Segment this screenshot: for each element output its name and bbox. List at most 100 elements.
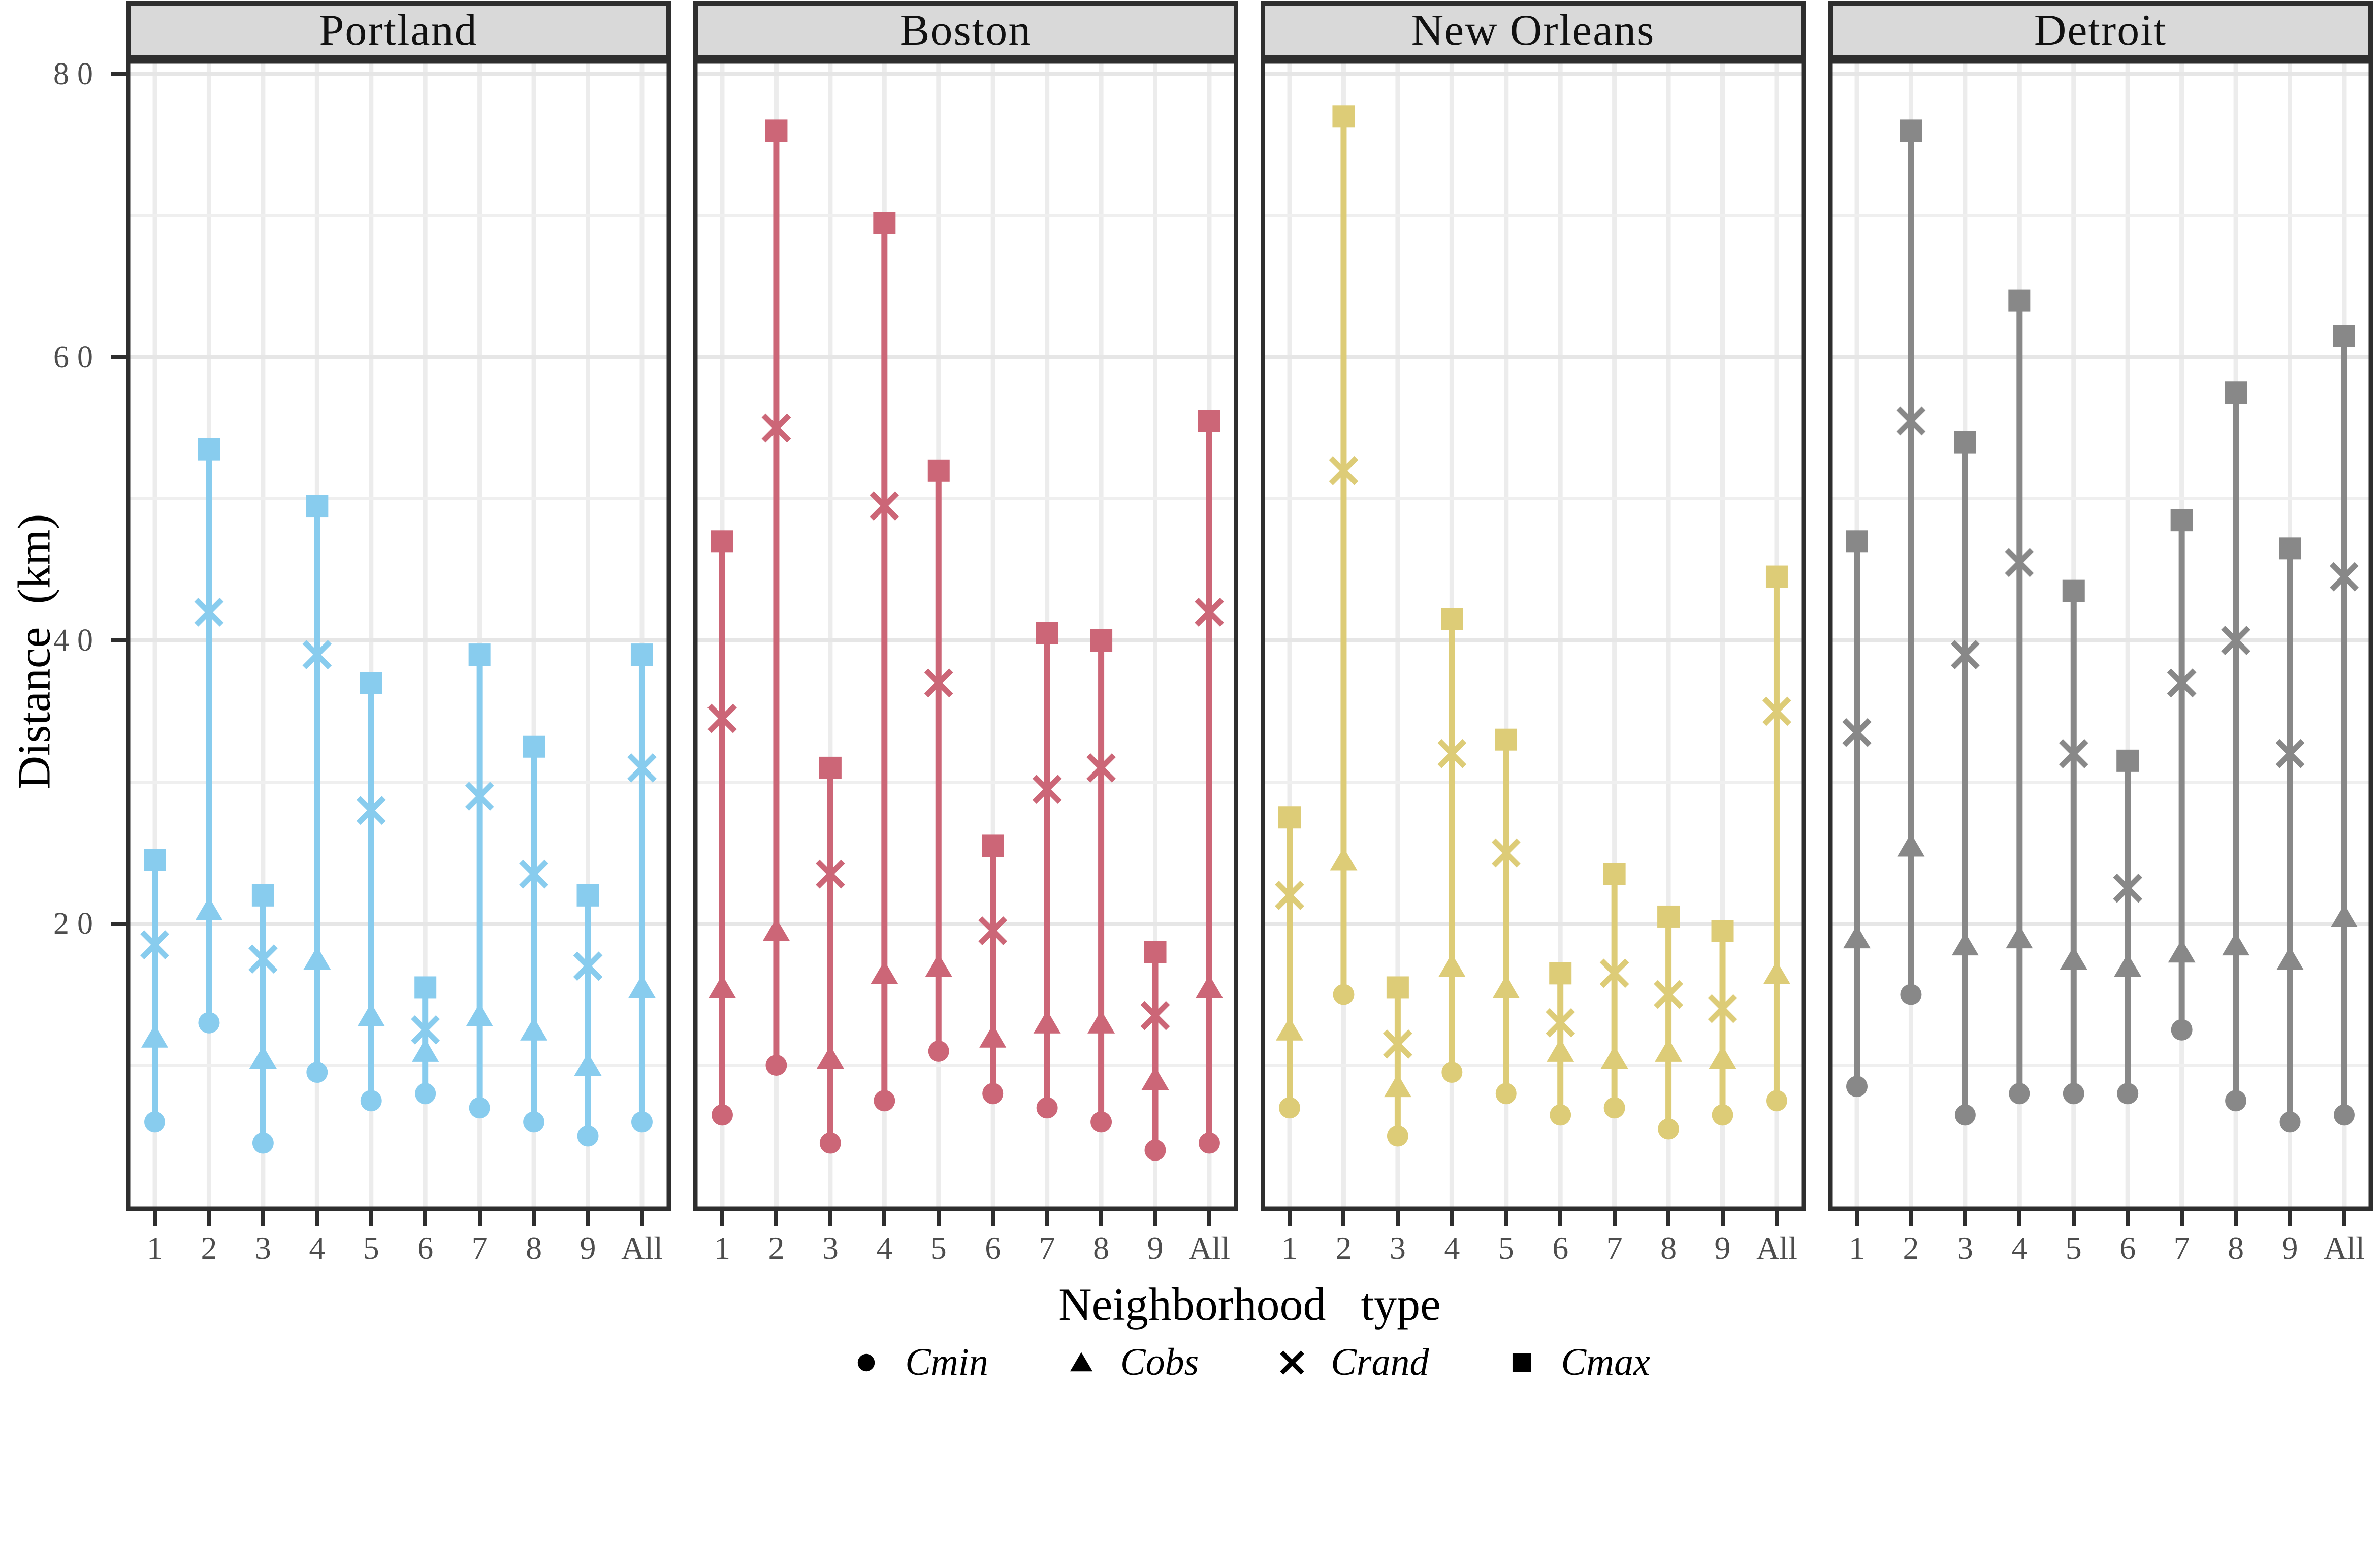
marker-triangle xyxy=(762,918,790,942)
panel-background xyxy=(693,59,1238,1211)
facet-strip-portland: Portland xyxy=(126,1,671,59)
x-tick-label: 5 xyxy=(1498,1230,1514,1266)
marker-circle xyxy=(1387,1125,1408,1147)
marker-square xyxy=(2333,325,2355,347)
marker-cross xyxy=(707,703,737,733)
marker-square xyxy=(1603,863,1626,885)
x-axis-tick xyxy=(639,1211,644,1226)
marker-cross xyxy=(194,597,224,627)
marker-square xyxy=(306,495,329,518)
marker-square xyxy=(1036,622,1058,644)
x-axis-tick xyxy=(586,1211,590,1226)
legend-circle-icon xyxy=(857,1353,875,1371)
marker-cross xyxy=(519,859,548,889)
marker-square xyxy=(1513,1353,1531,1372)
marker-square xyxy=(144,849,166,871)
legend-triangle-icon xyxy=(1070,1352,1093,1371)
x-tick-label: 4 xyxy=(876,1230,893,1266)
legend-item-cobs: Cobs xyxy=(1064,1340,1199,1384)
marker-square xyxy=(1954,431,1976,454)
marker-cross xyxy=(2005,548,2034,577)
marker-circle xyxy=(1658,1118,1680,1140)
marker-cross xyxy=(465,782,494,811)
x-axis-tick xyxy=(261,1211,265,1226)
x-tick-label: 2 xyxy=(1903,1230,1919,1266)
marker-triangle xyxy=(1438,953,1466,977)
marker-circle xyxy=(1766,1090,1787,1112)
panel-background xyxy=(1828,59,2373,1211)
x-tick-label: All xyxy=(1756,1230,1797,1266)
marker-triangle xyxy=(357,1003,385,1026)
marker-cross xyxy=(2221,626,2250,655)
marker-square xyxy=(927,459,950,482)
x-axis-tick xyxy=(532,1211,536,1226)
marker-triangle xyxy=(412,1038,439,1062)
marker-circle xyxy=(874,1090,895,1112)
x-axis-tick xyxy=(1558,1211,1563,1226)
marker-triangle xyxy=(1070,1352,1093,1371)
legend-cross-icon xyxy=(1280,1350,1304,1375)
marker-cross xyxy=(1762,696,1791,726)
marker-cross xyxy=(411,1015,440,1045)
x-axis-tick xyxy=(315,1211,319,1226)
marker-circle xyxy=(1603,1097,1625,1119)
marker-triangle xyxy=(249,1045,277,1069)
marker-cross xyxy=(1195,597,1224,627)
marker-circle xyxy=(1900,984,1922,1005)
marker-circle xyxy=(469,1097,490,1119)
y-axis-tick xyxy=(111,72,126,76)
marker-triangle xyxy=(2060,946,2087,970)
marker-circle xyxy=(819,1132,841,1154)
marker-circle xyxy=(2333,1104,2355,1126)
marker-circle xyxy=(306,1062,328,1083)
marker-circle xyxy=(523,1111,545,1133)
marker-triangle xyxy=(520,1017,548,1041)
x-axis-tick xyxy=(828,1211,832,1226)
x-axis-tick xyxy=(1504,1211,1508,1226)
legend-label: Cmax xyxy=(1561,1341,1650,1383)
marker-triangle xyxy=(628,975,656,998)
marker-triangle xyxy=(1763,960,1790,984)
marker-square xyxy=(2225,381,2247,404)
x-tick-label: 1 xyxy=(147,1230,163,1266)
marker-square xyxy=(251,884,274,907)
marker-cross xyxy=(978,916,1008,945)
marker-cross xyxy=(924,668,953,698)
marker-circle xyxy=(2279,1111,2301,1133)
marker-circle xyxy=(1036,1097,1058,1119)
legend-item-cmax: Cmax xyxy=(1504,1340,1650,1384)
x-axis-tick xyxy=(720,1211,724,1226)
marker-circle xyxy=(1846,1076,1868,1098)
marker-square xyxy=(982,834,1004,857)
x-tick-label: 2 xyxy=(1335,1230,1352,1266)
marker-cross xyxy=(1708,994,1738,1023)
x-axis-tick xyxy=(423,1211,428,1226)
x-tick-label: 8 xyxy=(2228,1230,2244,1266)
x-tick-label: 2 xyxy=(201,1230,217,1266)
marker-square xyxy=(1657,905,1680,928)
y-axis-tick xyxy=(111,355,126,359)
marker-square xyxy=(1846,530,1868,553)
marker-square xyxy=(1711,920,1734,942)
marker-circle xyxy=(1333,984,1355,1005)
marker-circle xyxy=(415,1083,436,1105)
x-tick-label: 3 xyxy=(822,1230,839,1266)
marker-triangle xyxy=(1141,1067,1169,1090)
x-tick-label: 1 xyxy=(714,1230,730,1266)
marker-square xyxy=(523,735,545,758)
marker-square xyxy=(711,530,733,553)
x-tick-label: All xyxy=(1189,1230,1230,1266)
marker-cross xyxy=(1654,980,1683,1009)
marker-circle xyxy=(928,1040,949,1062)
marker-triangle xyxy=(2006,925,2033,949)
marker-square xyxy=(468,643,491,666)
marker-square xyxy=(873,212,896,234)
marker-cross xyxy=(1032,775,1062,804)
marker-triangle xyxy=(2168,939,2196,963)
x-tick-label: 1 xyxy=(1281,1230,1298,1266)
marker-circle xyxy=(2171,1019,2193,1041)
x-axis-tick xyxy=(774,1211,779,1226)
panel-detroit xyxy=(1828,59,2373,1211)
marker-triangle xyxy=(1897,833,1925,857)
marker-triangle xyxy=(1276,1017,1303,1041)
